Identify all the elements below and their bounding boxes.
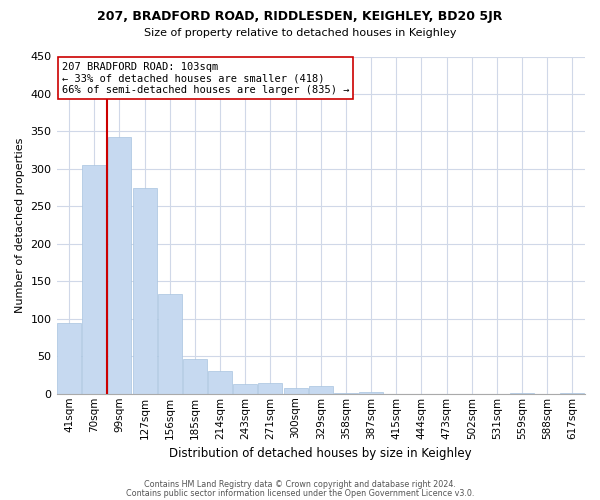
Text: 207, BRADFORD ROAD, RIDDLESDEN, KEIGHLEY, BD20 5JR: 207, BRADFORD ROAD, RIDDLESDEN, KEIGHLEY… bbox=[97, 10, 503, 23]
Bar bbox=[183, 358, 207, 394]
X-axis label: Distribution of detached houses by size in Keighley: Distribution of detached houses by size … bbox=[169, 447, 472, 460]
Text: Size of property relative to detached houses in Keighley: Size of property relative to detached ho… bbox=[144, 28, 456, 38]
Bar bbox=[133, 188, 157, 394]
Bar bbox=[259, 382, 283, 394]
Bar bbox=[334, 393, 358, 394]
Bar bbox=[57, 322, 81, 394]
Bar bbox=[82, 165, 106, 394]
Y-axis label: Number of detached properties: Number of detached properties bbox=[15, 138, 25, 313]
Text: Contains HM Land Registry data © Crown copyright and database right 2024.: Contains HM Land Registry data © Crown c… bbox=[144, 480, 456, 489]
Bar bbox=[233, 384, 257, 394]
Bar bbox=[309, 386, 333, 394]
Bar bbox=[107, 136, 131, 394]
Bar bbox=[284, 388, 308, 394]
Bar bbox=[510, 393, 534, 394]
Bar bbox=[158, 294, 182, 394]
Bar bbox=[560, 393, 584, 394]
Bar bbox=[359, 392, 383, 394]
Bar bbox=[208, 370, 232, 394]
Text: 207 BRADFORD ROAD: 103sqm
← 33% of detached houses are smaller (418)
66% of semi: 207 BRADFORD ROAD: 103sqm ← 33% of detac… bbox=[62, 62, 349, 95]
Text: Contains public sector information licensed under the Open Government Licence v3: Contains public sector information licen… bbox=[126, 488, 474, 498]
